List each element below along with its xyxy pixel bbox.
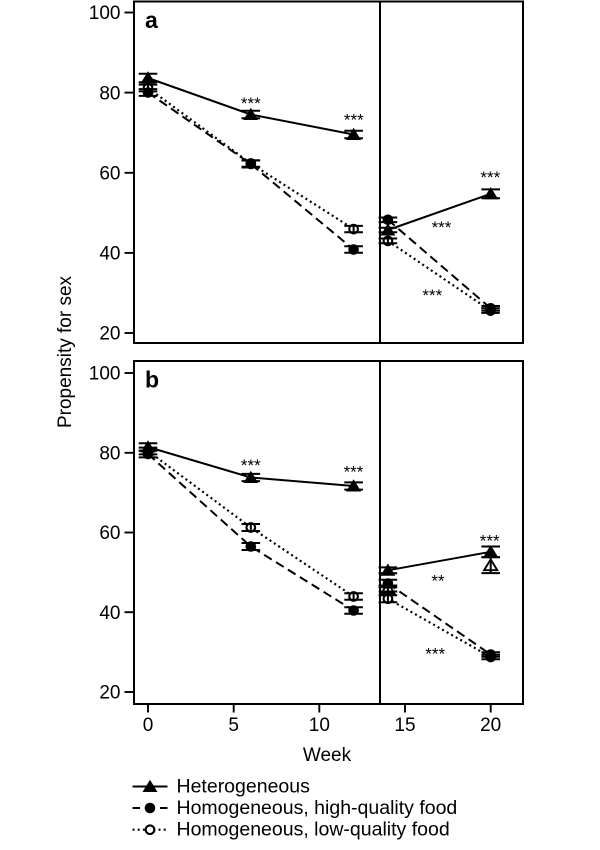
svg-text:60: 60 (99, 163, 120, 184)
svg-text:a: a (145, 7, 158, 33)
svg-text:20: 20 (480, 715, 501, 736)
svg-text:20: 20 (99, 324, 120, 345)
svg-text:b: b (145, 367, 159, 393)
svg-text:***: *** (344, 462, 364, 481)
svg-text:Propensity for sex: Propensity for sex (55, 275, 76, 428)
svg-text:***: *** (432, 218, 452, 237)
svg-text:Homogeneous, low-quality food: Homogeneous, low-quality food (177, 819, 450, 841)
svg-text:100: 100 (89, 364, 121, 385)
svg-text:15: 15 (394, 715, 415, 736)
svg-text:80: 80 (99, 443, 120, 464)
svg-text:***: *** (425, 644, 445, 663)
svg-text:***: *** (480, 532, 500, 551)
svg-text:20: 20 (99, 683, 120, 704)
svg-text:Week: Week (303, 745, 352, 766)
svg-text:10: 10 (309, 715, 330, 736)
svg-text:Heterogeneous: Heterogeneous (177, 775, 311, 797)
svg-text:***: *** (480, 168, 500, 187)
svg-text:100: 100 (89, 3, 121, 24)
svg-text:**: ** (431, 571, 445, 590)
svg-text:40: 40 (99, 244, 120, 265)
svg-text:40: 40 (99, 603, 120, 624)
svg-text:***: *** (241, 94, 261, 113)
svg-text:0: 0 (143, 715, 154, 736)
svg-text:5: 5 (228, 715, 239, 736)
svg-text:80: 80 (99, 83, 120, 104)
svg-text:***: *** (241, 456, 261, 475)
svg-text:60: 60 (99, 523, 120, 544)
svg-text:***: *** (344, 111, 364, 130)
svg-text:***: *** (422, 286, 442, 305)
svg-text:Homogeneous, high-quality food: Homogeneous, high-quality food (177, 797, 458, 819)
